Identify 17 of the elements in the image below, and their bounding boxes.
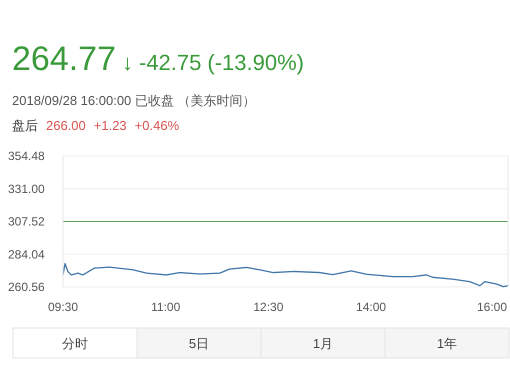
y-tick-label: 354.48	[8, 149, 46, 163]
button: 1月	[260, 328, 386, 358]
x-tick-label: 12:30	[253, 300, 284, 314]
y-tick-label: 260.56	[8, 280, 46, 294]
text: 盘后 266.00 +1.23 +0.46%	[12, 118, 180, 133]
chart-subtitle: 2018/09/28 16:00:00 已收盘 （美东时间）	[12, 93, 256, 108]
x-tick-label: 14:00	[356, 300, 386, 314]
x-tick-label: 11:00	[151, 300, 181, 314]
title: 264.77 ↓ -42.75 (-13.90%)	[12, 40, 304, 78]
x-tick-label: 09:30	[48, 300, 78, 314]
y-tick-label: 331.00	[8, 182, 46, 196]
button: 5日	[136, 328, 262, 358]
button: 1年	[384, 328, 510, 358]
x-tick-label: 16:00	[476, 300, 508, 314]
y-tick-label: 284.04	[8, 247, 46, 262]
button: 分时	[12, 328, 138, 358]
y-tick-label: 307.52	[8, 214, 46, 228]
